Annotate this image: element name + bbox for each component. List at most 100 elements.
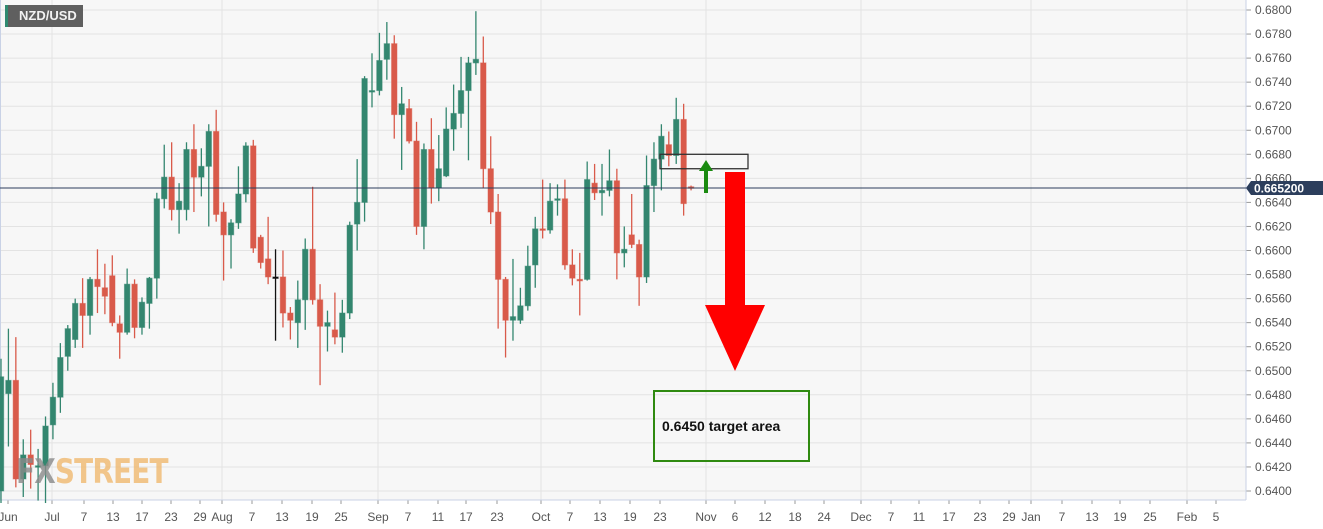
candle-body	[658, 135, 665, 160]
candle-body	[287, 312, 294, 321]
y-tick-label: 0.6680	[1255, 147, 1292, 161]
y-tick-label: 0.6740	[1255, 75, 1292, 89]
y-tick-label: 0.6540	[1255, 316, 1292, 330]
candle-body	[361, 78, 368, 203]
candle-body	[368, 90, 376, 93]
candle-body	[413, 140, 420, 227]
candle-body	[428, 148, 435, 189]
y-tick-label: 0.6520	[1255, 340, 1292, 354]
x-tick-label: 17	[942, 510, 956, 524]
candle-body	[621, 248, 628, 254]
candle-body	[509, 316, 517, 321]
x-tick-label: 7	[888, 510, 895, 524]
red-down-arrow-icon	[705, 305, 765, 371]
candle-body	[34, 465, 42, 468]
watermark-prefix: FX	[16, 452, 56, 492]
candle-body	[583, 179, 591, 280]
candle-body	[138, 301, 146, 328]
candle-body	[72, 302, 79, 340]
candle-body	[257, 236, 264, 264]
green-up-arrow-shaft	[704, 168, 708, 193]
candle-body	[643, 185, 650, 278]
candle-body	[79, 302, 86, 316]
candle-body	[250, 145, 257, 249]
candle-body	[383, 43, 391, 60]
x-tick-label: 18	[788, 510, 802, 524]
x-tick-label: 17	[135, 510, 149, 524]
y-tick-label: 0.6560	[1255, 292, 1292, 306]
x-tick-label: 7	[405, 510, 412, 524]
candle-body	[212, 130, 220, 215]
candle-body	[42, 425, 49, 467]
candle-body	[546, 200, 554, 231]
x-tick-label: Jan	[1021, 510, 1040, 524]
candle-body	[205, 130, 212, 167]
x-tick-label: 7	[1059, 510, 1066, 524]
candle-body	[49, 396, 57, 426]
y-tick-label: 0.6400	[1255, 484, 1292, 498]
candle-body	[487, 168, 494, 213]
x-tick-label: Feb	[1177, 510, 1198, 524]
x-tick-label: Aug	[211, 510, 232, 524]
candle-body	[598, 189, 606, 194]
candle-body	[517, 305, 524, 321]
candle-body	[94, 278, 101, 288]
fxstreet-watermark: FXSTREET	[16, 452, 168, 492]
y-tick-label: 0.6500	[1255, 364, 1292, 378]
candle-body	[673, 118, 680, 157]
x-tick-label: 17	[459, 510, 473, 524]
x-tick-label: 11	[432, 510, 445, 524]
candle-body	[457, 90, 465, 114]
candle-body	[235, 193, 242, 224]
target-area-annotation: 0.6450 target area	[653, 390, 810, 462]
candle-body	[450, 112, 457, 130]
candle-body	[168, 176, 175, 211]
candle-body	[183, 148, 190, 211]
x-tick-label: 23	[164, 510, 178, 524]
candle-body	[331, 329, 339, 338]
y-tick-label: 0.6600	[1255, 244, 1292, 258]
y-tick-label: 0.6620	[1255, 219, 1292, 233]
candle-body	[131, 283, 138, 328]
candle-body	[353, 201, 361, 225]
y-tick-label: 0.6640	[1255, 195, 1292, 209]
candle-body	[220, 211, 227, 236]
candle-body	[635, 243, 643, 278]
current-price-badge	[1246, 180, 1323, 195]
x-tick-label: 13	[106, 510, 120, 524]
x-tick-label: Jul	[44, 510, 59, 524]
candle-body	[554, 198, 561, 201]
x-tick-label: 19	[305, 510, 319, 524]
y-tick-label: 0.6460	[1255, 412, 1292, 426]
x-tick-label: 19	[1113, 510, 1127, 524]
candle-body	[227, 222, 235, 236]
x-tick-label: 23	[973, 510, 987, 524]
candle-body	[539, 228, 546, 231]
candle-body	[435, 168, 442, 189]
x-tick-label: Dec	[850, 510, 871, 524]
x-tick-label: Nov	[695, 510, 716, 524]
x-tick-label: 19	[623, 510, 637, 524]
candle-body	[153, 198, 161, 279]
symbol-label: NZD/USD	[5, 5, 83, 27]
x-tick-label: 5	[1213, 510, 1220, 524]
watermark-suffix: STREET	[54, 452, 169, 492]
candle-body	[405, 108, 413, 142]
candle-body	[398, 103, 405, 116]
candle-body	[480, 62, 487, 170]
x-tick-label: 7	[249, 510, 256, 524]
x-tick-label: 29	[1002, 510, 1016, 524]
candle-body	[443, 128, 450, 177]
x-tick-label: 24	[817, 510, 831, 524]
candle-body	[532, 228, 539, 266]
candle-body	[324, 322, 331, 327]
candle-body	[12, 379, 20, 480]
x-tick-label: Jun	[0, 510, 18, 524]
y-tick-label: 0.6720	[1255, 99, 1292, 113]
x-tick-label: Oct	[532, 510, 551, 524]
x-tick-label: 6	[732, 510, 739, 524]
y-tick-label: 0.6760	[1255, 51, 1292, 65]
candle-body	[190, 148, 198, 178]
red-down-arrow-shaft	[725, 172, 745, 306]
